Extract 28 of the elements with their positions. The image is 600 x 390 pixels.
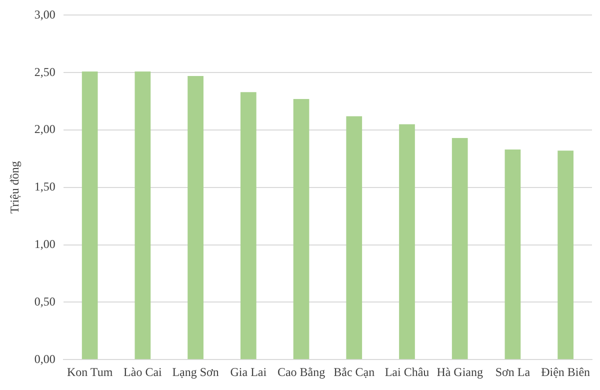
y-tick-label: 2,50 <box>34 64 56 79</box>
bar <box>346 116 362 360</box>
y-tick-label: 3,00 <box>34 7 56 22</box>
bar <box>452 138 468 360</box>
y-tick-label: 0,00 <box>34 352 56 366</box>
x-tick-label: Kon Tum <box>66 364 114 379</box>
bar <box>504 150 521 360</box>
bar <box>558 150 574 360</box>
x-tick-label: Bắc Cạn <box>334 364 375 379</box>
bar <box>82 71 98 360</box>
y-tick-label: 1,50 <box>34 180 56 194</box>
y-axis-title: Triệu đồng <box>7 161 22 214</box>
bar <box>293 99 310 360</box>
x-tick-label: Sơn La <box>495 364 531 379</box>
x-tick-label: Gia Lai <box>230 364 268 379</box>
x-tick-label: Lào Cai <box>124 364 163 379</box>
x-tick-label: Điện Biên <box>541 364 590 379</box>
x-tick-label: Hà Giang <box>436 364 484 379</box>
bar <box>134 71 151 360</box>
bar <box>188 76 204 360</box>
x-tick-label: Cao Bằng <box>277 364 326 379</box>
y-tick-label: 1,00 <box>34 236 56 251</box>
x-tick-label: Lạng Sơn <box>172 364 219 379</box>
y-tick-label: 0,50 <box>34 294 56 308</box>
bar <box>240 92 256 360</box>
x-tick-label: Lai Châu <box>384 364 430 379</box>
y-tick-label: 2,00 <box>34 122 56 136</box>
bar <box>399 124 415 360</box>
